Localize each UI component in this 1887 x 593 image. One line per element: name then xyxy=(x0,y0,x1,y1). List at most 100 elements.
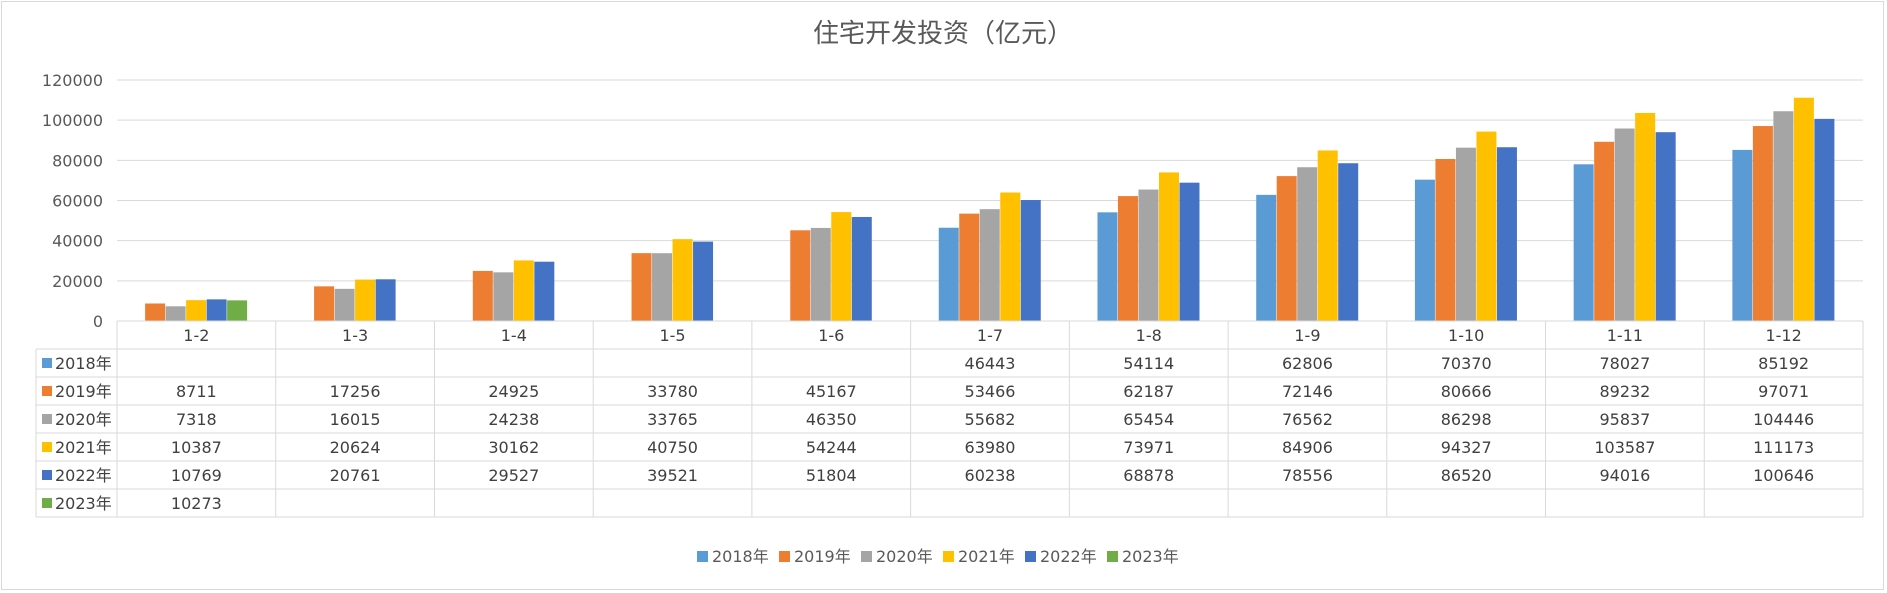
table-cell: 29527 xyxy=(488,466,539,485)
table-cell: 95837 xyxy=(1599,410,1650,429)
bar xyxy=(1635,112,1656,322)
bars xyxy=(145,97,1835,322)
bar xyxy=(1496,147,1517,321)
bar xyxy=(375,279,396,321)
bar xyxy=(1573,164,1594,321)
table-cell: 30162 xyxy=(488,438,539,457)
bar xyxy=(1655,132,1676,321)
table-cell: 10273 xyxy=(171,494,222,513)
table-legend-key xyxy=(42,358,52,368)
table-cell: 54114 xyxy=(1123,354,1174,373)
bar xyxy=(810,227,831,321)
category-label: 1-6 xyxy=(818,326,844,345)
table-cell: 62806 xyxy=(1282,354,1333,373)
gridlines xyxy=(117,79,1863,282)
table-cell: 17256 xyxy=(330,382,381,401)
bar xyxy=(314,286,335,321)
bar xyxy=(1317,150,1338,321)
category-label: 1-4 xyxy=(501,326,527,345)
bar xyxy=(1435,158,1456,321)
legend-swatch xyxy=(1107,551,1118,562)
table-series-label: 2020年 xyxy=(55,410,112,429)
bar xyxy=(1000,192,1021,321)
y-tick-label: 120000 xyxy=(42,71,103,90)
table-legend-key xyxy=(42,414,52,424)
bar xyxy=(959,213,980,321)
data-table: 1-2 1-3 1-4 1-5 1-6 1-7 1-8 1-9 1-10 1-11 1-12 2018… xyxy=(35,320,1864,518)
bar xyxy=(1455,147,1476,321)
bar xyxy=(165,306,186,321)
category-label: 1-2 xyxy=(183,326,209,345)
bar xyxy=(534,261,555,321)
table-cell: 100646 xyxy=(1753,466,1814,485)
bar xyxy=(1097,212,1118,321)
bar xyxy=(672,239,693,321)
table-cell: 70370 xyxy=(1441,354,1492,373)
category-label: 1-12 xyxy=(1765,326,1801,345)
table-cell: 40750 xyxy=(647,438,698,457)
table-cell: 10387 xyxy=(171,438,222,457)
category-label: 1-3 xyxy=(342,326,368,345)
bar xyxy=(851,216,872,321)
table-cell: 62187 xyxy=(1123,382,1174,401)
bar xyxy=(1773,111,1794,322)
category-label: 1-9 xyxy=(1294,326,1320,345)
bar xyxy=(227,300,248,321)
table-cell: 73971 xyxy=(1123,438,1174,457)
chart-title: 住宅开发投资（亿元） xyxy=(813,19,1073,49)
table-cell: 55682 xyxy=(965,410,1016,429)
bar xyxy=(1158,172,1179,321)
table-legend-key xyxy=(42,442,52,452)
y-tick-label: 100000 xyxy=(42,111,103,130)
table-cell: 65454 xyxy=(1123,410,1174,429)
bar xyxy=(1793,97,1814,321)
table-cell: 33780 xyxy=(647,382,698,401)
bar xyxy=(938,227,959,321)
table-legend-key xyxy=(42,386,52,396)
legend-swatch xyxy=(779,551,790,562)
bar xyxy=(693,241,714,321)
bar xyxy=(145,303,166,321)
legend-label: 2020年 xyxy=(876,547,933,566)
bar xyxy=(1752,126,1773,321)
table-series-label: 2023年 xyxy=(55,494,112,513)
bar xyxy=(631,253,652,321)
table-cell: 80666 xyxy=(1441,382,1492,401)
category-label: 1-8 xyxy=(1136,326,1162,345)
bar xyxy=(493,272,514,321)
bar xyxy=(1138,189,1159,321)
table-cell: 68878 xyxy=(1123,466,1174,485)
legend-label: 2021年 xyxy=(958,547,1015,566)
table-cell: 94327 xyxy=(1441,438,1492,457)
category-label: 1-7 xyxy=(977,326,1003,345)
category-label: 1-5 xyxy=(659,326,685,345)
table-cell: 111173 xyxy=(1753,438,1814,457)
table-cell: 20624 xyxy=(330,438,381,457)
bar xyxy=(1338,163,1359,321)
legend-swatch xyxy=(697,551,708,562)
legend-label: 2019年 xyxy=(794,547,851,566)
bar xyxy=(1276,176,1297,321)
table-cell: 86520 xyxy=(1441,466,1492,485)
table-cell: 94016 xyxy=(1599,466,1650,485)
table-series-label: 2018年 xyxy=(55,354,112,373)
table-cell: 89232 xyxy=(1599,382,1650,401)
table-cell: 103587 xyxy=(1594,438,1655,457)
legend-label: 2022年 xyxy=(1040,547,1097,566)
table-cell: 53466 xyxy=(965,382,1016,401)
bar xyxy=(1732,149,1753,321)
bar xyxy=(1117,196,1138,321)
table-cell: 33765 xyxy=(647,410,698,429)
bar xyxy=(186,300,207,321)
table-cell: 84906 xyxy=(1282,438,1333,457)
bar xyxy=(206,299,227,321)
legend-label: 2018年 xyxy=(712,547,769,566)
bar xyxy=(1297,167,1318,321)
bar xyxy=(979,209,1000,321)
table-cell: 104446 xyxy=(1753,410,1814,429)
table-cell: 24925 xyxy=(488,382,539,401)
table-cell: 45167 xyxy=(806,382,857,401)
table-series-label: 2022年 xyxy=(55,466,112,485)
